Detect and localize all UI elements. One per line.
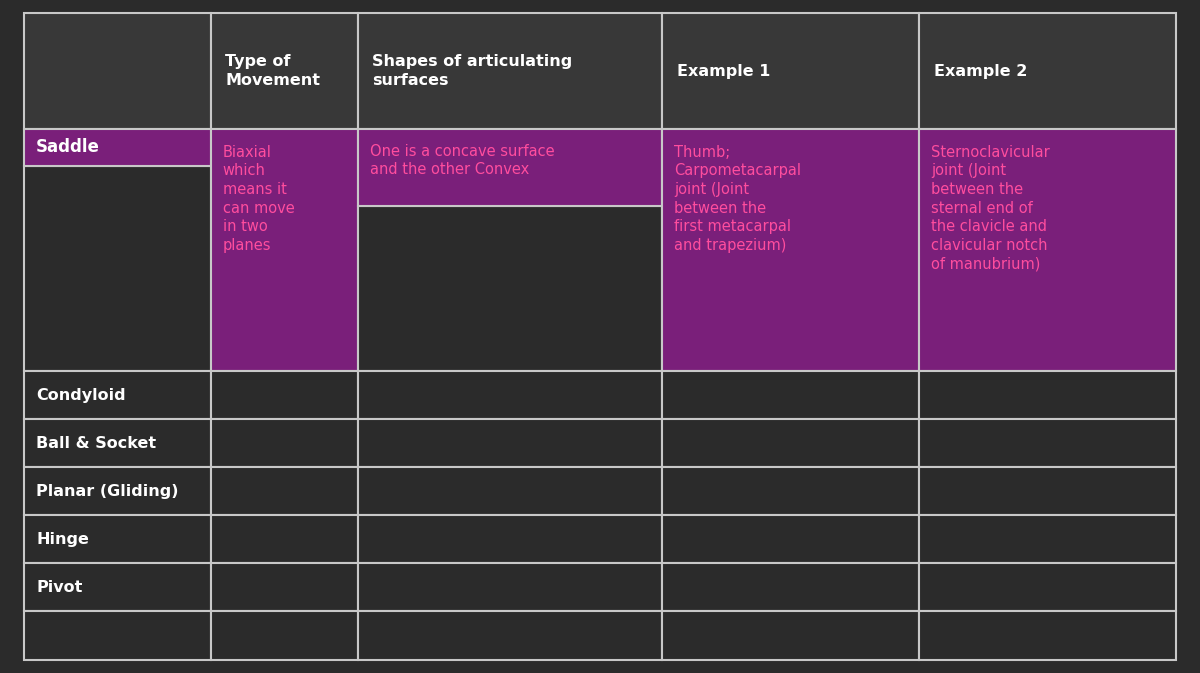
Bar bbox=[211, 419, 358, 467]
Text: Example 2: Example 2 bbox=[934, 63, 1027, 79]
Text: Saddle: Saddle bbox=[36, 139, 100, 157]
Bar bbox=[662, 467, 919, 516]
Text: Planar (Gliding): Planar (Gliding) bbox=[36, 484, 179, 499]
Text: Ball & Socket: Ball & Socket bbox=[36, 435, 156, 451]
Bar bbox=[358, 13, 662, 129]
Bar bbox=[358, 612, 662, 660]
Bar bbox=[211, 612, 358, 660]
Text: Biaxial
which
means it
can move
in two
planes: Biaxial which means it can move in two p… bbox=[223, 145, 294, 253]
Bar bbox=[24, 612, 211, 660]
Bar bbox=[662, 563, 919, 612]
Bar bbox=[662, 419, 919, 467]
Bar bbox=[662, 129, 919, 371]
Bar bbox=[662, 371, 919, 419]
Text: Example 1: Example 1 bbox=[677, 63, 770, 79]
Bar bbox=[919, 371, 1176, 419]
Text: Pivot: Pivot bbox=[36, 580, 83, 595]
Text: One is a concave surface
and the other Convex: One is a concave surface and the other C… bbox=[370, 143, 554, 177]
Bar bbox=[211, 563, 358, 612]
Bar bbox=[211, 13, 358, 129]
Bar bbox=[919, 516, 1176, 563]
Text: Hinge: Hinge bbox=[36, 532, 89, 547]
Bar bbox=[358, 563, 662, 612]
Bar bbox=[662, 13, 919, 129]
Bar bbox=[24, 516, 211, 563]
Bar bbox=[919, 129, 1176, 371]
Bar bbox=[24, 419, 211, 467]
Bar bbox=[662, 612, 919, 660]
Text: Thumb;
Carpometacarpal
joint (Joint
between the
first metacarpal
and trapezium): Thumb; Carpometacarpal joint (Joint betw… bbox=[674, 145, 802, 253]
Bar bbox=[358, 516, 662, 563]
Bar bbox=[24, 371, 211, 419]
Bar bbox=[358, 371, 662, 419]
Bar bbox=[919, 612, 1176, 660]
Text: Sternoclavicular
joint (Joint
between the
sternal end of
the clavicle and
clavic: Sternoclavicular joint (Joint between th… bbox=[931, 145, 1050, 271]
Bar bbox=[919, 419, 1176, 467]
Bar bbox=[211, 516, 358, 563]
Bar bbox=[919, 13, 1176, 129]
Bar bbox=[211, 371, 358, 419]
Bar bbox=[24, 563, 211, 612]
Bar bbox=[24, 13, 211, 129]
Bar bbox=[211, 467, 358, 516]
Text: Type of
Movement: Type of Movement bbox=[226, 55, 320, 88]
Text: Condyloid: Condyloid bbox=[36, 388, 126, 402]
Bar bbox=[24, 467, 211, 516]
Bar bbox=[358, 206, 662, 371]
Bar bbox=[358, 419, 662, 467]
Text: Shapes of articulating
surfaces: Shapes of articulating surfaces bbox=[372, 55, 572, 88]
Bar bbox=[358, 467, 662, 516]
Bar bbox=[919, 467, 1176, 516]
Bar bbox=[919, 563, 1176, 612]
Bar bbox=[24, 129, 211, 166]
Bar bbox=[24, 166, 211, 371]
Bar bbox=[211, 129, 358, 371]
Bar bbox=[662, 516, 919, 563]
Bar bbox=[358, 129, 662, 206]
